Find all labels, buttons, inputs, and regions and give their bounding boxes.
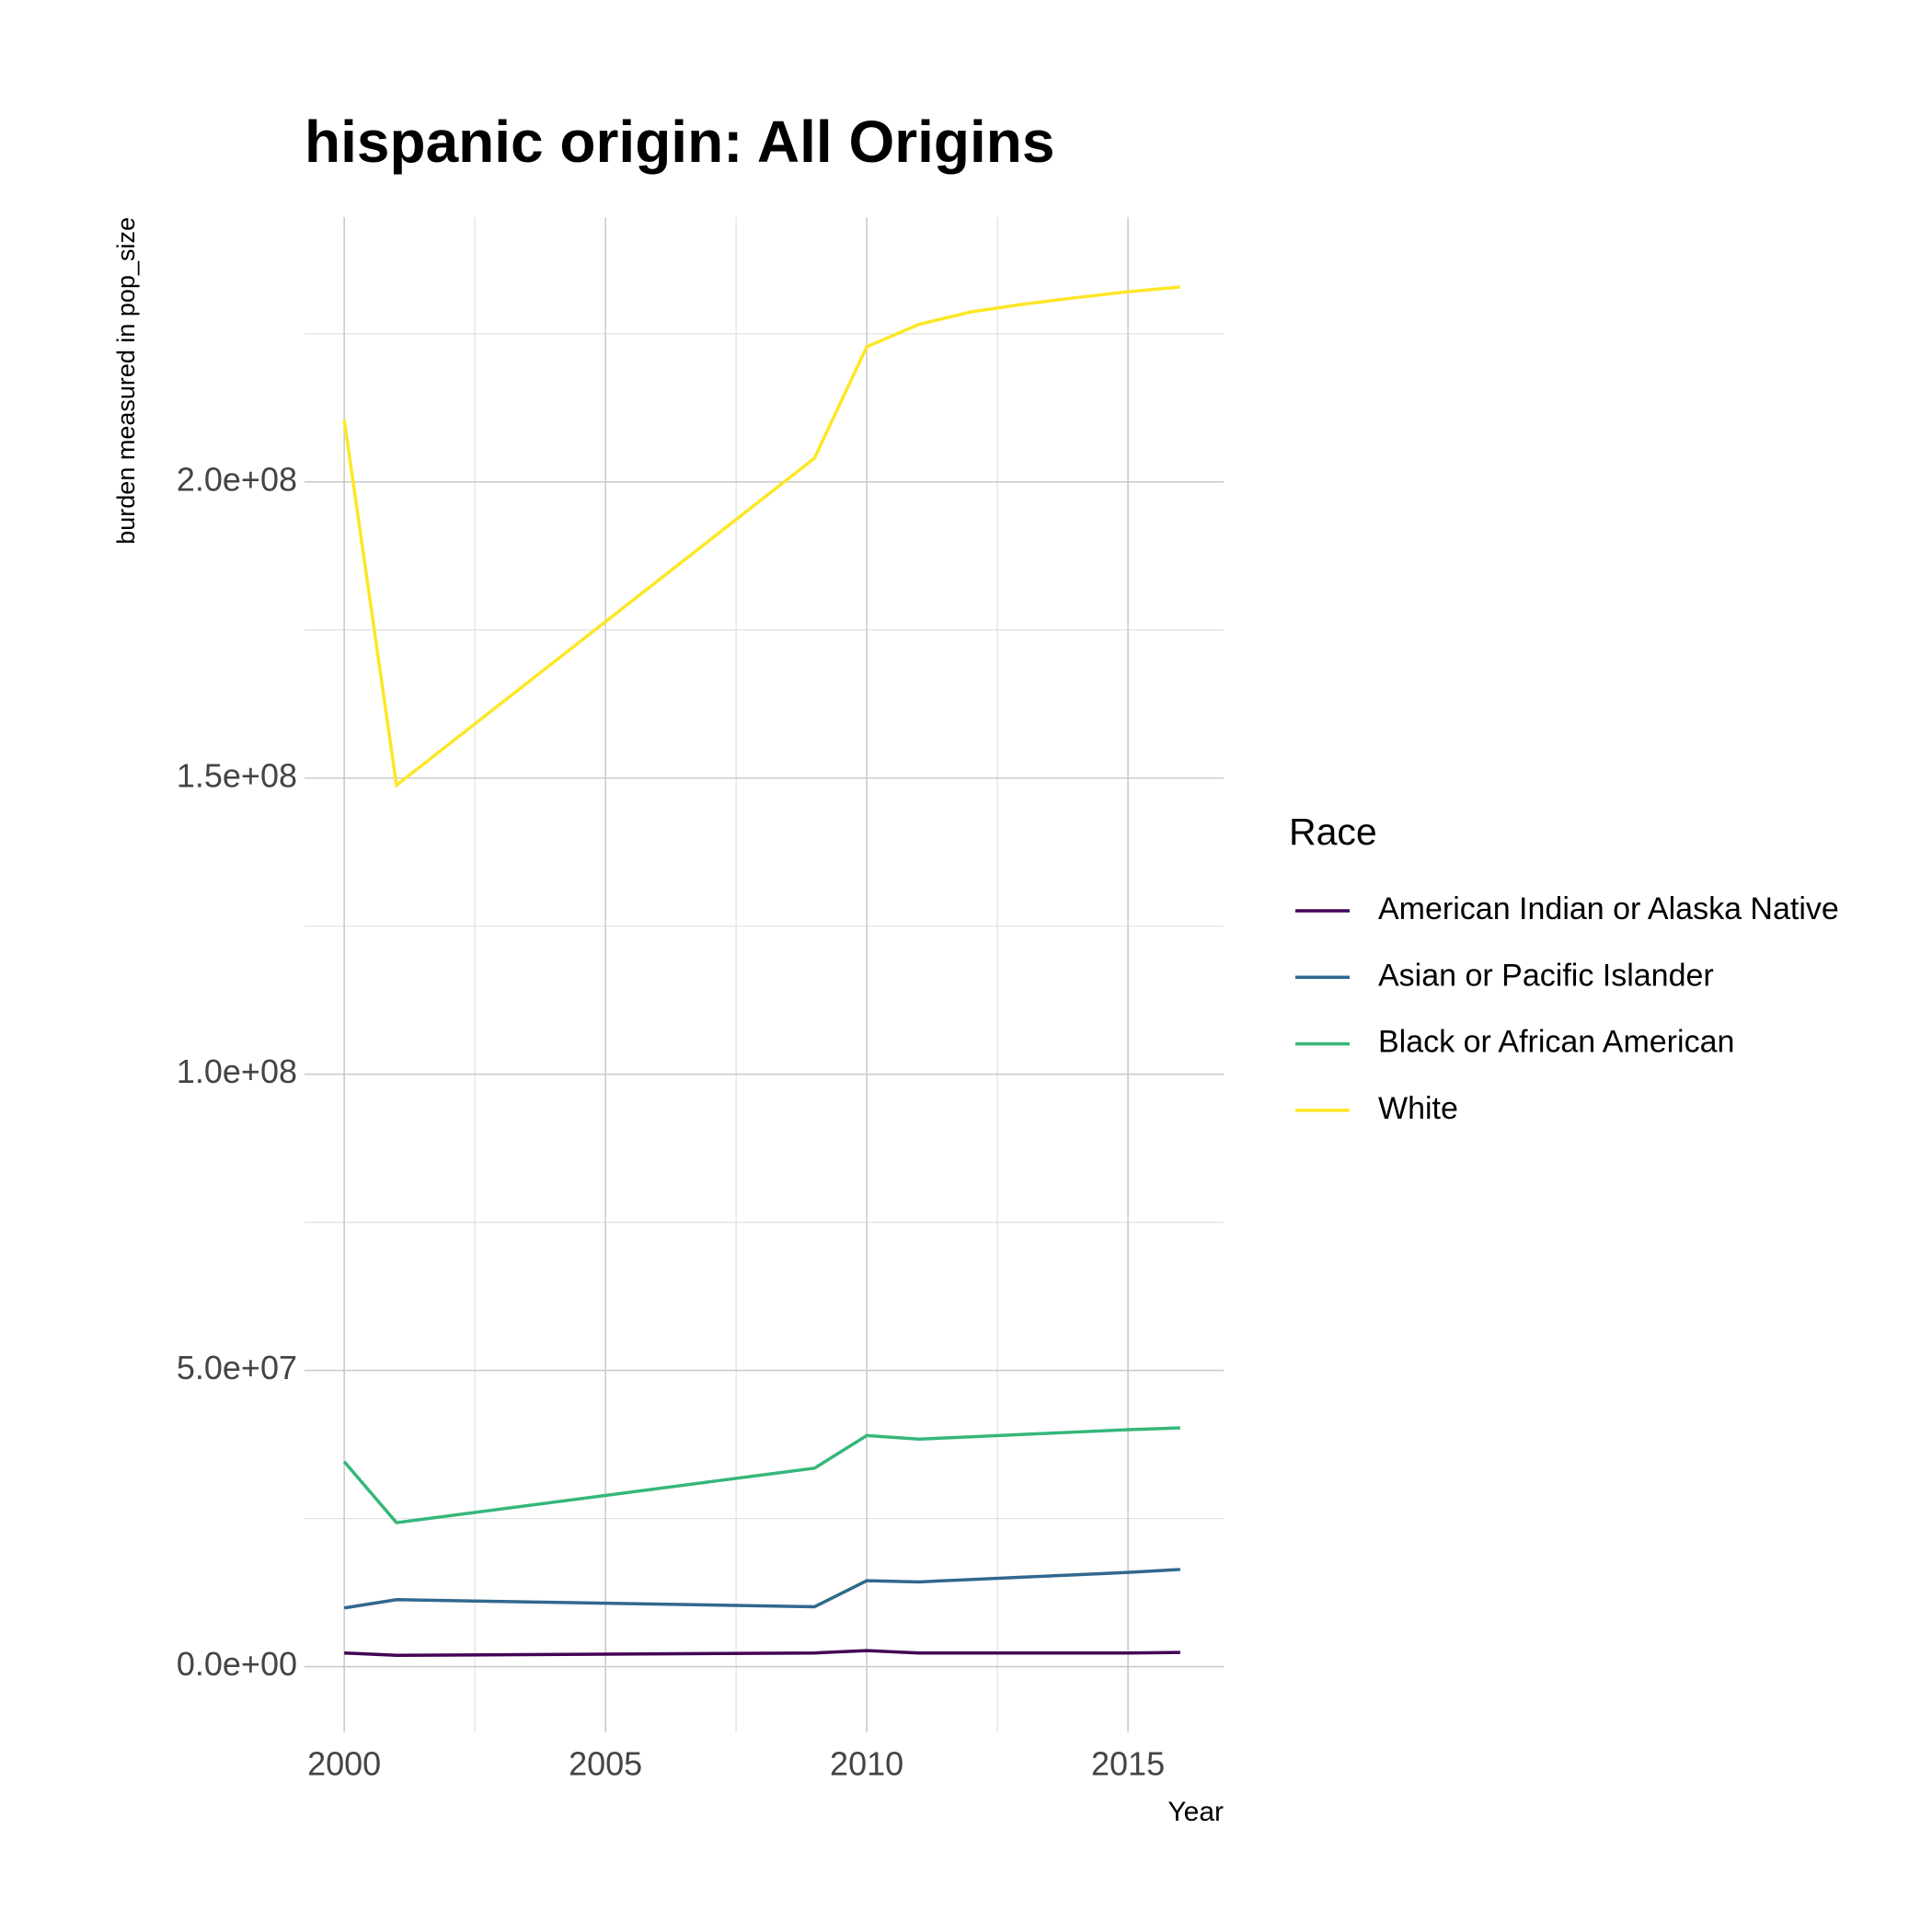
x-tick-label: 2000: [307, 1745, 381, 1783]
legend-title: Race: [1289, 811, 1377, 853]
x-tick-label: 2010: [830, 1745, 903, 1783]
y-axis-label: burden measured in pop_size: [112, 217, 140, 545]
x-axis-label: Year: [1167, 1797, 1224, 1827]
legend-label: American Indian or Alaska Native: [1378, 891, 1839, 926]
series-line: [342, 285, 1181, 788]
y-tick-label: 0.0e+00: [177, 1645, 297, 1683]
y-tick-label: 1.5e+08: [177, 756, 297, 794]
series-line: [343, 1568, 1180, 1610]
x-tick-label: 2015: [1091, 1745, 1165, 1783]
y-tick-label: 1.0e+08: [177, 1052, 297, 1090]
y-tick-label: 5.0e+07: [177, 1349, 297, 1386]
legend-label: White: [1378, 1091, 1458, 1126]
x-tick-label: 2005: [569, 1745, 642, 1783]
legend-label: Asian or Pacific Islander: [1378, 958, 1714, 993]
chart-title: hispanic origin: All Origins: [305, 109, 1054, 175]
series-line: [344, 1649, 1180, 1658]
y-tick-label: 2.0e+08: [177, 460, 297, 498]
series-line: [342, 1426, 1180, 1524]
legend-label: Black or African American: [1378, 1025, 1734, 1060]
